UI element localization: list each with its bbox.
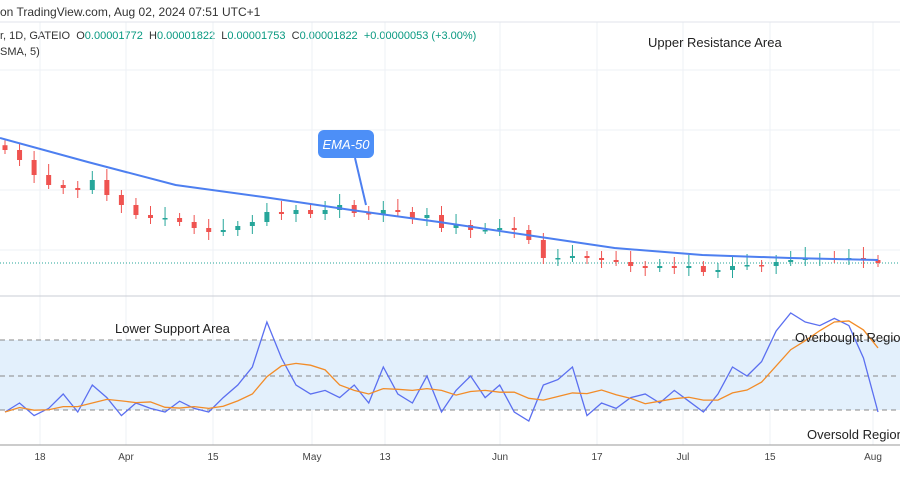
candle-body: [700, 266, 706, 272]
candle-body: [220, 230, 226, 232]
candle-body: [642, 266, 648, 268]
candle-body: [686, 266, 692, 268]
symbol-info: r, 1D, GATEIO: [0, 30, 71, 42]
low-label: L: [221, 30, 228, 42]
x-tick-label: Jun: [491, 452, 509, 463]
x-tick-label: May: [302, 452, 322, 463]
x-tick-label: Jul: [676, 452, 690, 463]
upper-resistance-label: Upper Resistance Area: [648, 35, 782, 50]
x-tick-label: 18: [34, 452, 46, 463]
candle-body: [555, 258, 561, 260]
low-value: 0.00001753: [227, 30, 286, 42]
candle-body: [366, 213, 372, 215]
rsi-line: [4, 312, 879, 422]
candle-body: [511, 228, 517, 230]
candle-body: [133, 205, 139, 215]
lower-support-label: Lower Support Area: [115, 321, 230, 336]
open-label: O: [76, 30, 85, 42]
candle-body: [322, 210, 328, 214]
chart-source-header: on TradingView.com, Aug 02, 2024 07:51 U…: [0, 5, 261, 19]
candle-body: [293, 210, 299, 214]
candle-body: [453, 225, 459, 228]
candle-body: [584, 256, 590, 258]
x-tick-label: 15: [764, 452, 776, 463]
candle-body: [569, 256, 575, 258]
close-label: C: [291, 30, 300, 42]
candle-body: [759, 265, 765, 267]
x-tick-label: 15: [207, 452, 219, 463]
ema-callout-arrow: [354, 157, 367, 206]
change-value: +0.00000053 (+3.00%): [363, 30, 477, 42]
candle-body: [613, 260, 619, 262]
x-tick-label: 17: [591, 452, 603, 463]
candle-body: [380, 210, 386, 214]
candle-body: [308, 210, 314, 214]
candle-body: [599, 258, 605, 260]
x-tick-label: Apr: [118, 452, 134, 463]
candle-body: [482, 230, 488, 232]
high-label: H: [149, 30, 157, 42]
candle-body: [264, 212, 270, 222]
ema-50-line: [0, 137, 879, 261]
candle-body: [875, 260, 881, 263]
candle-body: [278, 212, 284, 214]
close-value: 0.00001822: [299, 30, 358, 42]
indicator-legend: SMA, 5): [0, 46, 40, 58]
candle-body: [788, 260, 794, 262]
high-value: 0.00001822: [156, 30, 216, 42]
overbought-label: Overbought Region: [795, 330, 900, 345]
x-tick-label: Aug: [864, 452, 882, 463]
candle-body: [671, 266, 677, 268]
candle-body: [715, 270, 721, 272]
candle-body: [118, 195, 124, 205]
candle-body: [177, 218, 183, 222]
candle-body: [104, 180, 110, 195]
candle-body: [744, 265, 750, 267]
ema-callout: EMA-50: [318, 130, 374, 158]
candle-body: [657, 266, 663, 268]
candle-body: [60, 185, 66, 188]
candle-body: [395, 210, 401, 212]
rsi-sma-line: [4, 320, 879, 413]
candle-body: [628, 262, 634, 266]
oversold-label: Oversold Region: [807, 427, 900, 442]
candle-body: [424, 215, 430, 218]
candle-body: [89, 180, 95, 190]
candle-body: [191, 222, 197, 228]
candle-body: [497, 228, 503, 230]
candle-body: [409, 212, 415, 218]
candle-body: [31, 160, 37, 175]
ohlc-legend: r, 1D, GATEIO O0.00001772 H0.00001822 L0…: [0, 30, 476, 42]
candle-body: [17, 150, 23, 160]
candle-body: [773, 262, 779, 266]
open-value: 0.00001772: [84, 30, 143, 42]
x-tick-label: 13: [379, 452, 391, 463]
candle-body: [206, 228, 212, 232]
candle-body: [75, 188, 81, 190]
candle-body: [148, 215, 153, 218]
candle-body: [540, 240, 546, 258]
candle-body: [249, 222, 255, 226]
candle-body: [351, 205, 357, 213]
candle-body: [235, 226, 241, 230]
candle-body: [730, 266, 735, 270]
candle-body: [2, 145, 8, 150]
candle-body: [46, 175, 52, 185]
candle-body: [162, 218, 168, 220]
